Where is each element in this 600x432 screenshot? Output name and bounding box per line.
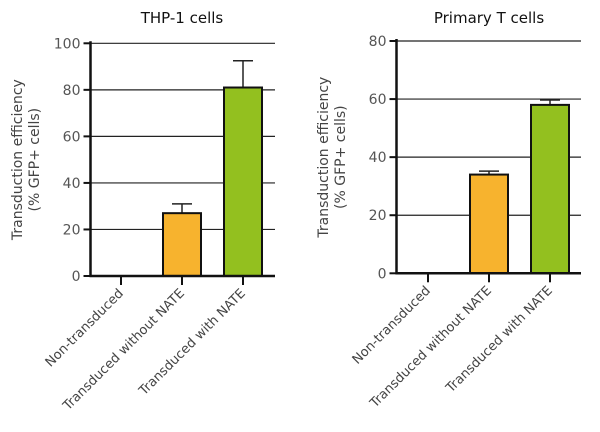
y-tick-label: 60 <box>63 129 81 145</box>
y-tick-label: 20 <box>369 208 387 224</box>
y-tick-label: 80 <box>369 34 387 50</box>
chart-panel-2: Primary T cells Transduction efficiency (%… <box>316 9 581 412</box>
chart-title: Primary T cells <box>434 9 544 27</box>
y-tick-label: 80 <box>63 83 81 99</box>
y-tick-label: 0 <box>378 266 387 282</box>
bar <box>223 86 263 277</box>
y-axis-label: Transduction efficiency <box>316 77 332 239</box>
y-axis-label: Transduction efficiency <box>10 79 26 241</box>
y-tick-label: 20 <box>63 222 81 238</box>
chart-title: THP-1 cells <box>140 9 224 27</box>
bar <box>469 173 509 275</box>
y-axis-label: (% GFP+ cells) <box>27 108 43 212</box>
bar <box>530 103 570 275</box>
y-tick-label: 60 <box>369 92 387 108</box>
y-tick-label: 40 <box>63 176 81 192</box>
bar <box>162 212 202 278</box>
chart-panel-1: THP-1 cells Transduction efficiency (% GFP… <box>10 9 275 414</box>
x-tick-label: Transduced with NATE <box>443 284 556 397</box>
x-tick-label: Transduced without NATE <box>367 284 495 412</box>
y-tick-label: 0 <box>72 269 81 285</box>
y-axis-label: (% GFP+ cells) <box>333 105 349 209</box>
y-tick-label: 40 <box>369 150 387 166</box>
x-tick-label: Transduced with NATE <box>136 286 249 399</box>
x-tick-label: Transduced without NATE <box>60 286 188 414</box>
y-tick-label: 100 <box>54 36 81 52</box>
